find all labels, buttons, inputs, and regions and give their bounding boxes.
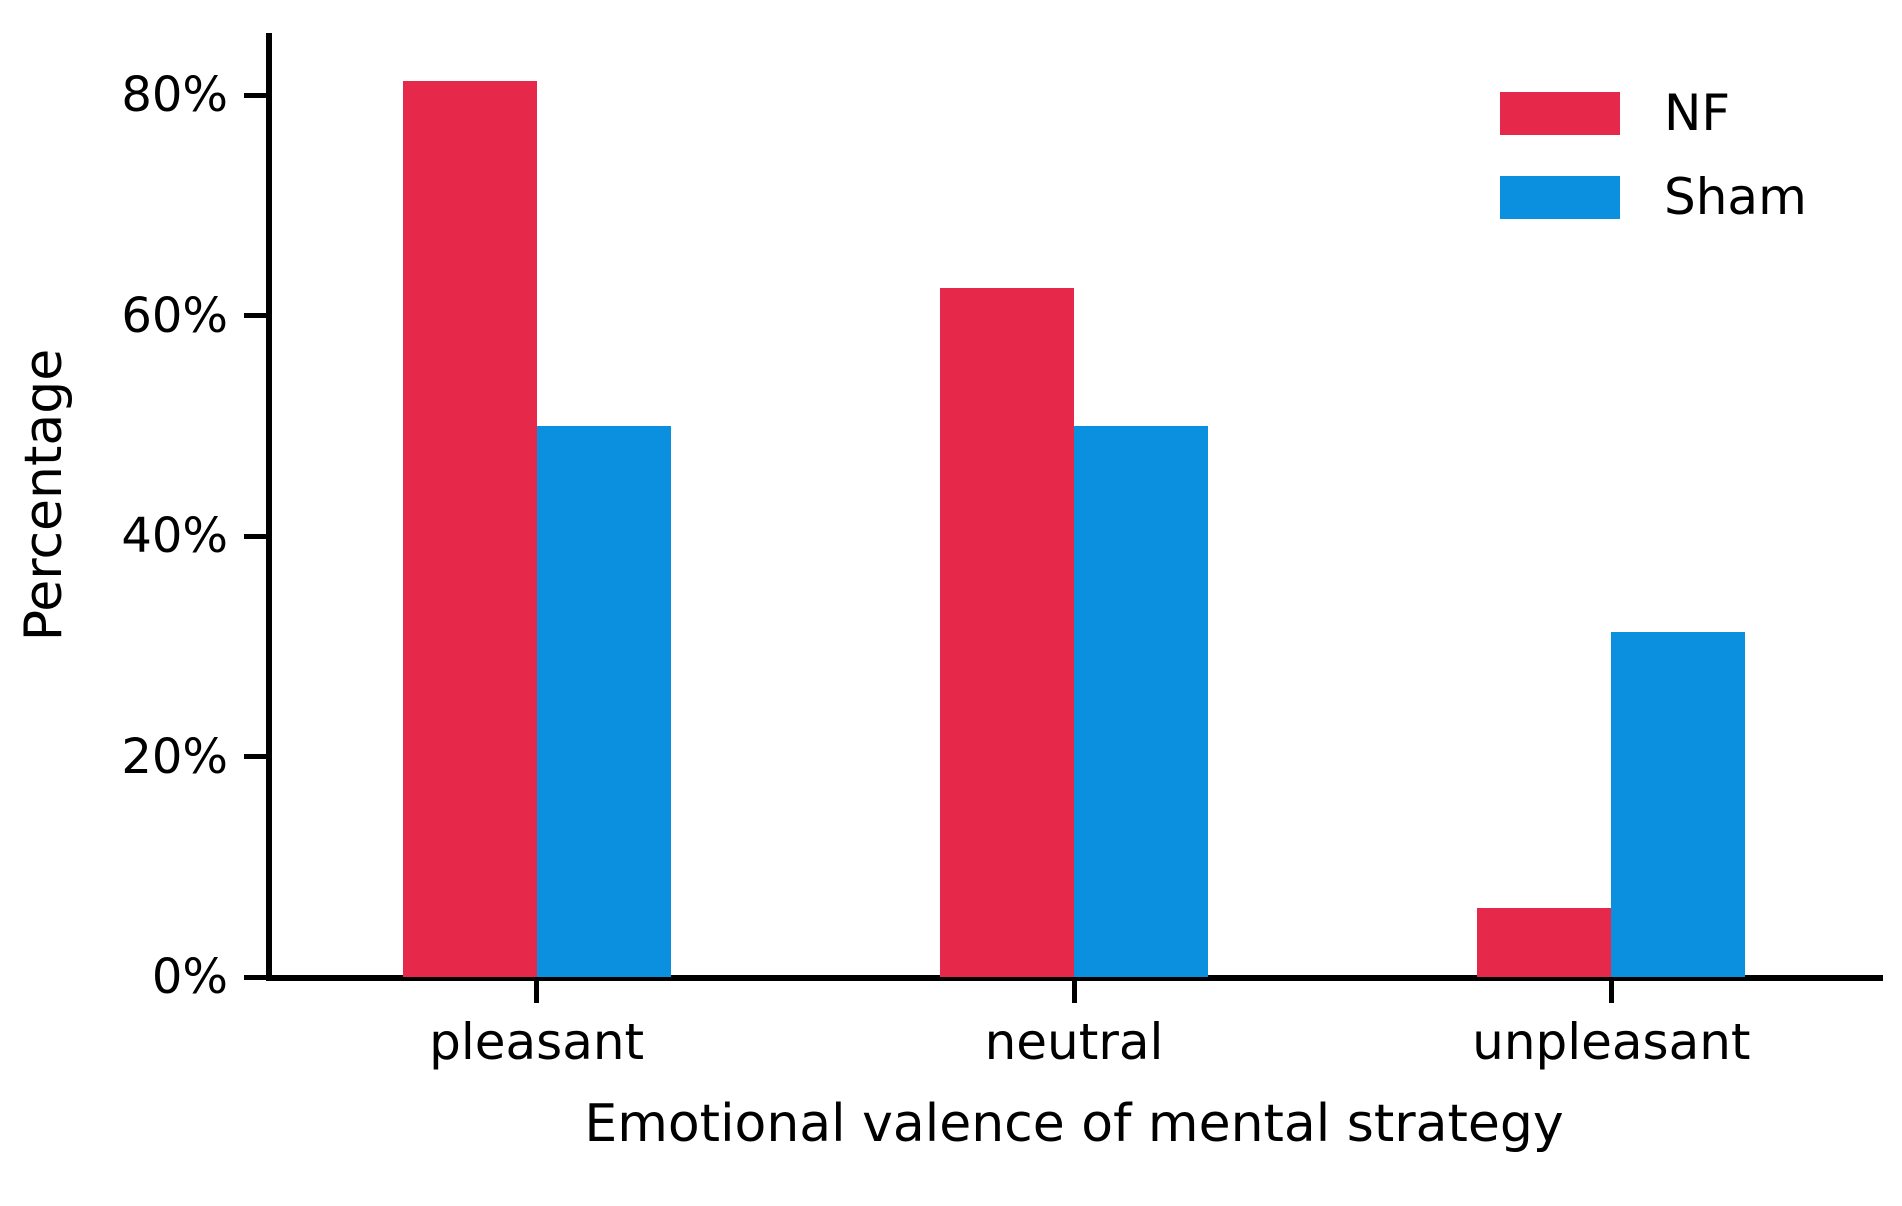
y-axis-label: Percentage [14,348,74,642]
x-axis-label: Emotional valence of mental strategy [584,1094,1564,1154]
y-tick-label-60: 60% [121,287,228,344]
legend-swatch-sham [1500,175,1620,219]
x-tick-label-neutral: neutral [984,1013,1164,1071]
x-axis-spine [266,975,1883,981]
y-tick-label-0: 0% [151,949,228,1005]
x-tick-label-unpleasant: unpleasant [1472,1013,1751,1071]
legend: NF Sham [1500,84,1807,258]
x-tick-unpleasant [1608,981,1614,1003]
y-tick-60 [244,313,266,318]
x-tick-neutral [1071,981,1077,1003]
y-axis-spine [266,33,272,981]
y-tick-label-40: 40% [121,508,228,564]
bar-nf-pleasant [402,81,537,977]
legend-entry-nf: NF [1500,84,1807,142]
y-tick-0 [244,974,266,980]
bar-sham-pleasant [536,425,671,977]
legend-label-nf: NF [1664,84,1731,142]
y-tick-label-80: 80% [121,67,228,123]
y-tick-label-20: 20% [121,728,228,785]
bar-sham-unpleasant [1611,632,1746,977]
legend-label-sham: Sham [1664,168,1807,226]
legend-entry-sham: Sham [1500,168,1807,226]
y-tick-80 [244,92,266,98]
y-tick-20 [244,754,266,759]
y-tick-40 [244,533,266,539]
bar-nf-unpleasant [1477,908,1612,977]
bar-sham-neutral [1074,425,1208,977]
legend-swatch-nf [1500,91,1620,135]
x-tick-pleasant [534,981,540,1003]
bar-nf-neutral [940,287,1074,977]
x-tick-label-pleasant: pleasant [429,1013,645,1071]
